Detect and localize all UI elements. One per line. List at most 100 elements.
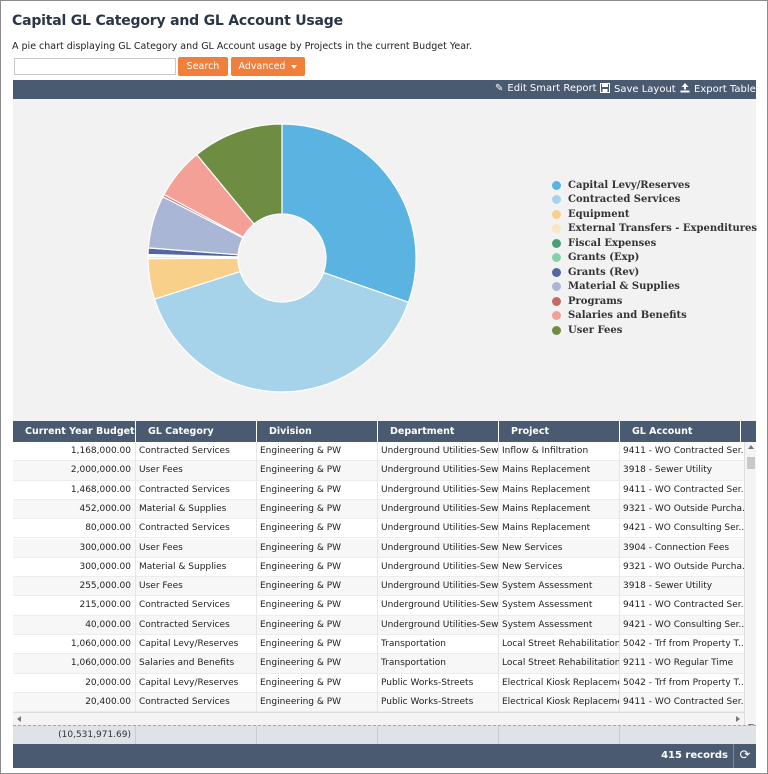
cell-gl-category: Salaries and Benefits xyxy=(135,654,256,674)
search-button[interactable]: Search xyxy=(178,57,228,76)
cell-project: System Assessment xyxy=(498,577,619,597)
cell-division: Engineering & PW xyxy=(256,480,377,500)
legend-swatch xyxy=(552,325,561,335)
refresh-icon[interactable]: ⟳ xyxy=(733,744,756,768)
legend-label: Grants (Exp) xyxy=(568,252,640,264)
table-row[interactable]: 255,000.00 User Fees Engineering & PW Under… xyxy=(13,577,744,597)
record-count: 415 records xyxy=(661,750,728,761)
export-table-button[interactable]: Export Table xyxy=(680,83,756,96)
advanced-button[interactable]: Advanced xyxy=(231,57,305,76)
table-row[interactable]: 20,400.00 Contracted Services Engineering … xyxy=(13,692,744,713)
cell-gl-category: Contracted Services xyxy=(135,442,256,461)
search-input[interactable] xyxy=(14,58,176,75)
cell-gl-account: 3904 - Connection Fees xyxy=(619,538,744,558)
cell-gl-account: 5042 - Trf from Property T... xyxy=(619,673,744,693)
edit-smart-report-button[interactable]: ✎ Edit Smart Report xyxy=(495,83,597,94)
table-row[interactable]: 1,468,000.00 Contracted Services Engineeri… xyxy=(13,480,744,500)
legend-swatch xyxy=(552,267,561,277)
scroll-up-icon[interactable] xyxy=(748,445,754,449)
legend-label: Capital Levy/Reserves xyxy=(568,179,691,191)
col-header-division[interactable]: Division xyxy=(256,421,377,442)
caret-down-icon xyxy=(291,64,298,69)
grid-header: Current Year Budget GL Category Division… xyxy=(13,421,756,442)
legend-item[interactable]: Capital Levy/Reserves xyxy=(552,178,757,193)
cell-gl-account: 9421 - WO Consulting Ser... xyxy=(619,519,744,539)
total-cell xyxy=(619,726,740,744)
cell-budget: 300,000.00 xyxy=(79,542,131,553)
legend-label: Grants (Rev) xyxy=(568,266,640,278)
cell-gl-account: 9411 - WO Contracted Ser... xyxy=(619,442,744,461)
pie-slice[interactable] xyxy=(281,123,417,304)
table-row[interactable]: 1,060,000.00 Salaries and Benefits Enginee… xyxy=(13,654,744,674)
legend-item[interactable]: User Fees xyxy=(552,323,757,338)
cell-gl-account: 3918 - Sewer Utility xyxy=(619,461,744,481)
cell-division: Engineering & PW xyxy=(256,577,377,597)
page-title: Capital GL Category and GL Account Usage xyxy=(12,13,343,29)
table-row[interactable]: 300,000.00 Material & Supplies Engineering… xyxy=(13,557,744,578)
table-row[interactable]: 300,000.00 User Fees Engineering & PW Under… xyxy=(13,538,744,558)
cell-department: Underground Utilities-Sew... xyxy=(377,499,498,519)
cell-department: Underground Utilities-Sew... xyxy=(377,596,498,616)
total-cell xyxy=(135,726,256,744)
legend-label: Fiscal Expenses xyxy=(568,237,657,249)
cell-division: Engineering & PW xyxy=(256,499,377,519)
scroll-right-icon[interactable] xyxy=(736,716,740,722)
pie-slice[interactable] xyxy=(153,270,410,393)
table-row[interactable]: 80,000.00 Contracted Services Engineering … xyxy=(13,519,744,539)
col-header-gl-category[interactable]: GL Category xyxy=(135,421,256,442)
legend-item[interactable]: Grants (Rev) xyxy=(552,265,757,280)
col-header-budget[interactable]: Current Year Budget xyxy=(25,426,135,437)
table-row[interactable]: 215,000.00 Contracted Services Engineering… xyxy=(13,596,744,616)
cell-department: Transportation xyxy=(377,635,498,654)
cell-division: Engineering & PW xyxy=(256,519,377,539)
total-cell xyxy=(498,726,619,744)
table-row[interactable]: 2,000,000.00 User Fees Engineering & PW Und… xyxy=(13,461,744,481)
col-header-project[interactable]: Project xyxy=(498,421,619,442)
cell-budget: 40,000.00 xyxy=(85,619,131,630)
cell-department: Public Works-Streets xyxy=(377,692,498,712)
cell-budget: 2,000,000.00 xyxy=(70,465,131,476)
cell-division: Engineering & PW xyxy=(256,538,377,558)
horizontal-scrollbar[interactable] xyxy=(13,712,744,725)
grid-footer: 415 records ⟳ xyxy=(13,744,756,768)
table-row[interactable]: 40,000.00 Contracted Services Engineering … xyxy=(13,615,744,635)
cell-gl-category: Contracted Services xyxy=(135,596,256,616)
export-table-label: Export Table xyxy=(694,84,756,95)
save-icon xyxy=(600,83,610,96)
table-row[interactable]: 20,000.00 Capital Levy/Reserves Engineerin… xyxy=(13,673,744,693)
legend-swatch xyxy=(552,238,561,248)
scroll-left-icon[interactable] xyxy=(17,716,21,722)
table-row[interactable]: 452,000.00 Material & Supplies Engineering… xyxy=(13,499,744,520)
legend-item[interactable]: External Transfers - Expenditures xyxy=(552,222,757,237)
table-row[interactable]: 1,060,000.00 Capital Levy/Reserves Enginee… xyxy=(13,635,744,655)
cell-gl-category: User Fees xyxy=(135,538,256,558)
cell-department: Transportation xyxy=(377,654,498,674)
cell-project: Mains Replacement xyxy=(498,480,619,500)
cell-project: System Assessment xyxy=(498,615,619,635)
legend-swatch xyxy=(552,311,561,321)
table-row[interactable]: 1,168,000.00 Contracted Services Engineeri… xyxy=(13,442,744,462)
legend-item[interactable]: Material & Supplies xyxy=(552,280,757,295)
save-layout-button[interactable]: Save Layout xyxy=(600,83,676,96)
legend-swatch xyxy=(552,224,561,234)
cell-budget: 20,400.00 xyxy=(85,696,131,707)
col-header-gl-account[interactable]: GL Account xyxy=(619,421,740,442)
legend-item[interactable]: Equipment xyxy=(552,207,757,222)
save-layout-label: Save Layout xyxy=(614,84,676,95)
legend-item[interactable]: Salaries and Benefits xyxy=(552,309,757,324)
cell-project: Mains Replacement xyxy=(498,499,619,519)
cell-division: Engineering & PW xyxy=(256,596,377,616)
legend-item[interactable]: Fiscal Expenses xyxy=(552,236,757,251)
scroll-thumb[interactable] xyxy=(747,457,755,469)
pie-slice[interactable] xyxy=(195,123,283,225)
cell-project: Local Street Rehabilitation xyxy=(498,635,619,654)
legend-item[interactable]: Grants (Exp) xyxy=(552,251,757,266)
legend-item[interactable]: Contracted Services xyxy=(552,193,757,208)
cell-budget: 1,060,000.00 xyxy=(70,639,131,649)
legend-label: Contracted Services xyxy=(568,194,681,206)
grid-body: 1,168,000.00 Contracted Services Engineeri… xyxy=(13,442,744,731)
legend-item[interactable]: Programs xyxy=(552,294,757,309)
vertical-scrollbar[interactable] xyxy=(744,442,756,731)
col-header-department[interactable]: Department xyxy=(377,421,498,442)
cell-gl-account: 9421 - WO Consulting Ser... xyxy=(619,615,744,635)
